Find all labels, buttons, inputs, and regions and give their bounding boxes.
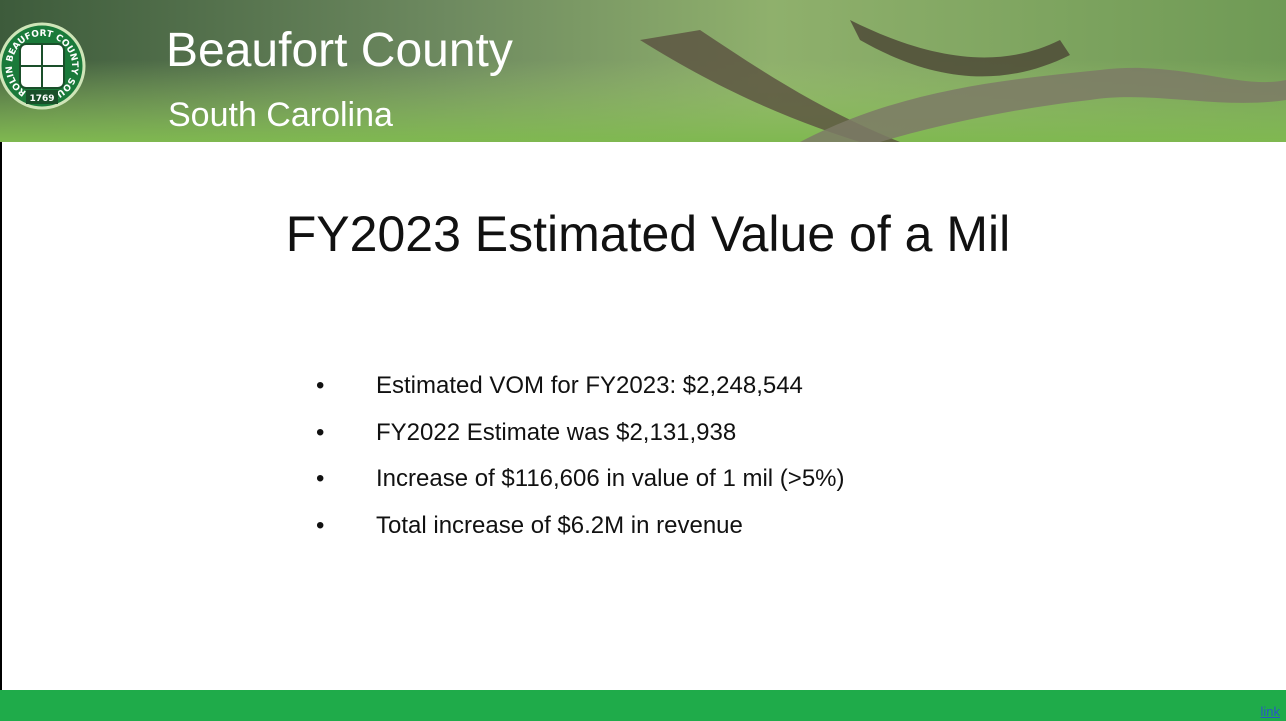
slide-title: FY2023 Estimated Value of a Mil [0, 205, 1286, 263]
bullet: Increase of $116,606 in value of 1 mil (… [316, 459, 845, 506]
footer-bar: link [0, 690, 1286, 721]
bullet: FY2022 Estimate was $2,131,938 [316, 413, 845, 460]
slide-page: BEAUFORT COUNTY SOUTH CAROLINA 1769 Beau… [0, 0, 1286, 721]
footer-link[interactable]: link [1260, 704, 1280, 719]
bullet-list: Estimated VOM for FY2023: $2,248,544 FY2… [316, 366, 845, 552]
header-title: Beaufort County [166, 24, 513, 77]
header-banner: BEAUFORT COUNTY SOUTH CAROLINA 1769 Beau… [0, 0, 1286, 142]
bullet: Total increase of $6.2M in revenue [316, 506, 845, 553]
header-subtitle: South Carolina [168, 96, 393, 134]
seal-year: 1769 [29, 94, 54, 104]
bullet: Estimated VOM for FY2023: $2,248,544 [316, 366, 845, 413]
